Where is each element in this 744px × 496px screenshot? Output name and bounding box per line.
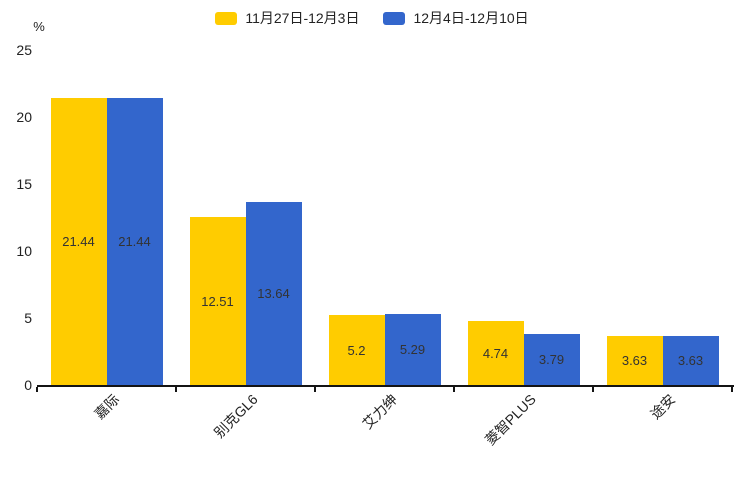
bar-value-label: 3.63 [621,353,648,368]
legend-marker-icon [215,11,238,25]
x-axis-tick [592,387,594,392]
y-tick-label: 25 [16,42,32,58]
y-tick-label: 0 [24,377,32,393]
bar-value-label: 21.44 [62,234,95,249]
bar-value-label: 3.63 [677,353,704,368]
x-axis-tick [731,387,733,392]
x-axis-tick [36,387,38,392]
legend-label: 12月4日-12月10日 [413,10,529,26]
bar-series0-艾力绅[interactable]: 5.2 [328,315,385,385]
bar-value-label: 4.74 [482,345,509,361]
bar-series0-途安[interactable]: 3.63 [606,336,663,385]
x-axis-tick [453,387,455,392]
x-axis-label-4: 途安 [646,391,678,423]
plot-area: 21.44 21.44 12.51 13.64 5.2 5.29 4.74 3.79 3.63 3… [36,50,734,392]
x-axis-tick [314,387,316,392]
y-tick-label: 20 [16,109,32,125]
legend-item-1[interactable]: 12月4日-12月10日 [383,10,529,26]
y-tick-label: 10 [16,243,32,259]
bar-series1-别克GL6[interactable]: 13.64 [245,202,302,385]
bar-series0-嘉际[interactable]: 21.44 [50,98,107,385]
y-axis-unit-label: % [33,19,45,34]
x-axis-label-2: 艾力绅 [358,391,400,433]
legend-marker-icon [383,11,406,25]
bar-value-label: 13.64 [257,286,290,301]
bar-value-label: 3.79 [538,352,565,367]
bar-series1-嘉际[interactable]: 21.44 [106,98,163,385]
bar-value-label: 21.44 [118,234,151,249]
x-axis-line [37,385,734,387]
bar-series1-菱智PLUS[interactable]: 3.79 [523,334,580,385]
x-axis-label-1: 别克GL6 [210,391,261,441]
bar-value-label: 12.51 [201,293,234,309]
y-tick-label: 5 [24,310,32,326]
x-axis-tick [175,387,177,392]
bar-series0-菱智PLUS[interactable]: 4.74 [467,321,524,385]
x-axis-label-3: 菱智PLUS [481,391,539,448]
bar-value-label: 5.29 [399,342,426,357]
legend-label: 11月27日-12月3日 [245,10,360,26]
y-tick-label: 15 [16,176,32,192]
bar-value-label: 5.2 [347,342,366,358]
bar-series0-别克GL6[interactable]: 12.51 [189,217,246,385]
legend: 11月27日-12月3日 12月4日-12月10日 [0,8,744,28]
legend-item-0[interactable]: 11月27日-12月3日 [215,10,359,26]
bar-series1-艾力绅[interactable]: 5.29 [384,314,441,385]
x-axis-label-0: 嘉际 [90,391,122,423]
bar-series1-途安[interactable]: 3.63 [662,336,719,385]
